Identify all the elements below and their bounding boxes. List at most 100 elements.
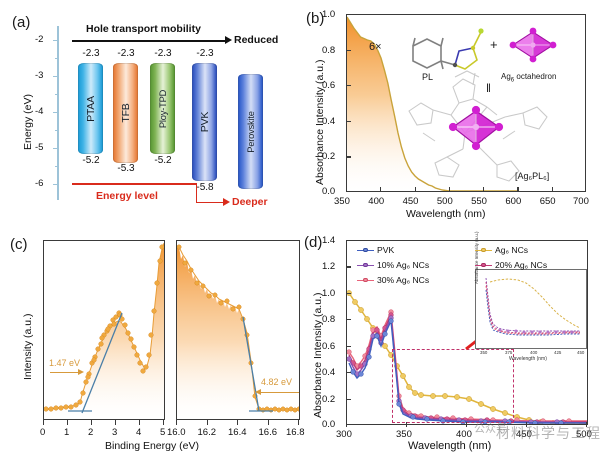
- axis-tick: [406, 422, 408, 427]
- panel-b-xtick: 650: [539, 196, 556, 207]
- panel-d-ytick: 0.8: [322, 314, 336, 326]
- panel-b-plot-area: 6× PL + Ag6 octahedron ‖ [Ag₆PL₆]: [346, 14, 586, 192]
- legend-label: 10% Ag₆ NCs: [377, 260, 430, 270]
- panel-c-onset-annotation: 1.47 eV: [49, 358, 81, 368]
- panel-b-absorbance-spectrum: (b) Absorbance Intensity (a.u.): [300, 0, 600, 230]
- panel-d-legend: PVK Ag₆ NCs 10% Ag₆ NCs 20% Ag₆ NCs 30% …: [357, 245, 587, 291]
- axis-tick: [346, 240, 351, 242]
- energy-bar-bottom-value: -5.8: [196, 182, 214, 193]
- panel-d-inset-xtick: 375: [505, 350, 513, 355]
- axis-tick: [346, 398, 351, 400]
- ligand-skeleton: [412, 37, 456, 70]
- panel-b-ytick: 0.6: [322, 80, 336, 92]
- panel-b-ytick: 0.2: [322, 151, 336, 163]
- legend-marker-30pct: [357, 277, 374, 284]
- axis-tick: [380, 187, 382, 192]
- panel-d-ytick: 0.6: [322, 340, 336, 352]
- panel-b-molecular-inset-svg: [408, 27, 557, 182]
- panel-c-right-xtick: 16.0: [167, 427, 186, 438]
- ups-right-fill: [177, 247, 299, 419]
- panel-c-workfunction-annotation: 4.82 eV: [261, 377, 293, 387]
- ups-right-datapoints: [177, 244, 299, 413]
- legend-item-ag6-ncs[interactable]: Ag₆ NCs: [475, 245, 528, 255]
- thiazole-nitrogen-bond: [454, 47, 474, 66]
- axis-tick: [414, 187, 416, 192]
- axis-tick: [298, 420, 300, 425]
- panel-b-xlabel: Wavelength (nm): [406, 208, 486, 220]
- panel-d-xtick: 400: [456, 429, 472, 440]
- sulfur-atom: [478, 28, 484, 34]
- cluster-formula-label: [Ag₆PL₆]: [515, 171, 550, 181]
- panel-a-footer-end-label: Deeper: [232, 196, 268, 208]
- panel-a-header-text: Hole transport mobility: [86, 23, 201, 35]
- ag6-octahedron-cluster-core: [448, 105, 504, 151]
- energy-bar-top-value: -2.3: [117, 48, 135, 59]
- panel-a-ytick: -5: [35, 142, 44, 153]
- thiazole-sulfur-bond: [454, 31, 482, 70]
- axis-tick: [346, 292, 351, 295]
- energy-level-arrow-drop: [195, 183, 198, 203]
- axis-tick: [586, 422, 588, 427]
- energy-level-arrow-head: [223, 197, 230, 206]
- panel-d-ytick: 0.0: [322, 419, 336, 430]
- axis-tick: [346, 85, 351, 87]
- watermark-mark: 公众号: [474, 422, 507, 435]
- legend-marker-ag6-ncs: [475, 247, 492, 254]
- axis-tick: [346, 120, 351, 122]
- energy-bar-label: Ploy-TPD: [157, 89, 168, 128]
- axis-tick: [346, 156, 351, 158]
- sulfur-ring-atom: [470, 45, 476, 51]
- axis-tick: [346, 319, 351, 321]
- panel-d-inset-xtick: 350: [480, 350, 488, 355]
- panel-c-left-xtick: 1: [64, 427, 70, 438]
- panel-d-inset-svg: [485, 277, 581, 336]
- legend-item-20pct[interactable]: 20% Ag₆ NCs: [475, 260, 547, 270]
- panel-d-inset-xtick: 425: [554, 350, 562, 355]
- panel-b-spectrum-svg: [347, 16, 585, 191]
- legend-item-10pct[interactable]: 10% Ag₆ NCs: [357, 260, 429, 270]
- panel-c-left-xtick: 0: [40, 427, 46, 438]
- panel-a-label: (a): [12, 14, 31, 31]
- panel-c-left-xtick: 2: [88, 427, 94, 438]
- panel-d-inset-plot: Absorbance Intensity (a.u.): [474, 232, 587, 349]
- panel-d-absorbance-loading: (d) Absorbance Intensity (a.u.): [300, 230, 600, 461]
- absorbance-fill: [347, 17, 585, 191]
- ups-left-datapoints: [44, 244, 164, 412]
- legend-marker-pvk: [357, 247, 374, 254]
- axis-tick: [346, 266, 351, 268]
- panel-d-xtick: 500: [576, 429, 592, 440]
- onset-arrow-head: [78, 368, 84, 375]
- panel-b-xtick: 500: [436, 196, 453, 207]
- watermark-text: 材料科学与工程: [496, 426, 600, 442]
- panel-b-ytick: 0.0: [322, 186, 336, 197]
- panel-a-ytick: -3: [35, 70, 44, 81]
- legend-item-30pct[interactable]: 30% Ag₆ NCs: [357, 275, 429, 285]
- energy-level-arrow-line2: [195, 201, 225, 204]
- panel-a-y-axis: [57, 26, 59, 200]
- axis-tick: [206, 420, 208, 425]
- legend-item-pvk[interactable]: PVK: [357, 245, 394, 255]
- energy-bar-bottom-value: -5.3: [117, 163, 135, 174]
- panel-a-energy-diagram: (a) Energy (eV) -2 -3 -4 -5 -6 Hole tran…: [0, 0, 300, 230]
- hole-mobility-arrow-head: [225, 35, 232, 44]
- panel-d-zoom-region-box: [392, 349, 514, 423]
- energy-bar-bottom-value: -5.2: [154, 155, 172, 166]
- ups-right-tangent-fit: [242, 316, 260, 412]
- panel-c-label: (c): [10, 236, 28, 253]
- legend-label: 20% Ag₆ NCs: [495, 260, 548, 270]
- energy-level-arrow-line: [72, 183, 197, 185]
- panel-d-xtick: 450: [516, 429, 532, 440]
- legend-label: Ag₆ NCs: [495, 245, 529, 255]
- panel-b-ytick: 0.8: [322, 44, 336, 56]
- ag6-octahedron-label-sub: 6: [510, 77, 515, 84]
- axis-tick: [346, 424, 351, 426]
- panel-d-xtick: 350: [396, 429, 412, 440]
- axis-tick: [267, 420, 269, 425]
- panel-a-header-end-label: Reduced: [234, 34, 279, 46]
- axis-tick: [43, 420, 45, 425]
- panel-c-ylabel: Intensity (a.u.): [22, 313, 34, 380]
- axis-tick-minor: [54, 166, 58, 168]
- panel-d-ytick: 0.2: [322, 393, 336, 405]
- absorbance-line: [347, 16, 517, 191]
